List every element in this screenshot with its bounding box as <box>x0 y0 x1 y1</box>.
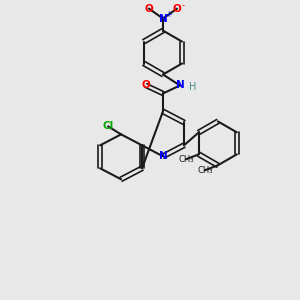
Text: N: N <box>159 14 167 24</box>
Text: +: + <box>165 10 171 19</box>
Text: O: O <box>145 4 153 14</box>
Text: O: O <box>142 80 150 91</box>
Text: O: O <box>172 4 181 14</box>
Text: N: N <box>159 151 167 161</box>
Text: CH₃: CH₃ <box>197 166 213 175</box>
Text: CH₃: CH₃ <box>178 155 194 164</box>
Text: H: H <box>189 82 197 92</box>
Text: Cl: Cl <box>103 122 114 131</box>
Text: N: N <box>176 80 184 91</box>
Text: -: - <box>182 1 184 10</box>
